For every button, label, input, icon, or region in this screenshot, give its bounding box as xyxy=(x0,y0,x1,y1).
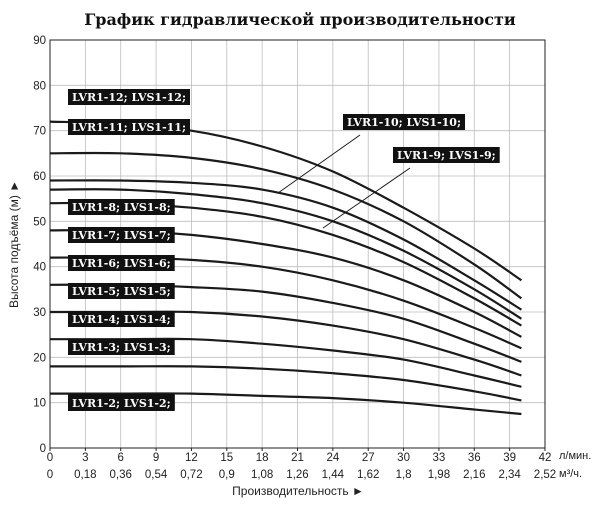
series-label-text-2: LVR1-10; LVS1-10; xyxy=(347,116,461,129)
series-label-box-2 xyxy=(343,114,466,130)
series-label-box-7 xyxy=(68,283,175,299)
x2-tick-label-4: 0,72 xyxy=(180,469,202,481)
x-tick-label-0: 0 xyxy=(47,452,53,464)
chart-title: График гидравлической производительности xyxy=(84,10,516,29)
y-tick-label-8: 80 xyxy=(33,80,46,92)
series-line-2 xyxy=(49,179,522,311)
series-label-box-3 xyxy=(393,147,500,163)
x2-tick-label-3: 0,54 xyxy=(145,469,168,481)
series-line-3 xyxy=(49,188,522,320)
x-axis-unit: л/мин. xyxy=(559,450,591,462)
x2-tick-label-7: 1,26 xyxy=(286,469,308,481)
y-tick-label-4: 40 xyxy=(33,262,46,274)
x2-tick-label-1: 0,18 xyxy=(74,469,96,481)
series-label-0: LVR1-12; LVS1-12; xyxy=(68,89,191,105)
series-label-box-9 xyxy=(68,339,175,355)
series-label-box-4 xyxy=(68,199,175,215)
series-label-box-8 xyxy=(68,311,175,327)
series-label-box-6 xyxy=(68,255,175,271)
series-label-box-0 xyxy=(68,89,191,105)
x2-tick-label-12: 2,16 xyxy=(463,469,485,481)
series-label-box-5 xyxy=(68,227,175,243)
y-tick-label-0: 0 xyxy=(40,443,46,455)
series-label-box-1 xyxy=(68,119,191,135)
series-label-7: LVR1-5; LVS1-5; xyxy=(68,283,175,299)
y-tick-label-7: 70 xyxy=(33,126,46,138)
x2-tick-label-8: 1,44 xyxy=(322,469,345,481)
y-tick-label-5: 50 xyxy=(33,216,46,228)
x-tick-label-2: 6 xyxy=(118,452,124,464)
series-label-text-11: LVR1-2; LVS1-2; xyxy=(72,397,171,410)
series-label-3: LVR1-9; LVS1-9; xyxy=(393,147,500,163)
x-tick-label-9: 27 xyxy=(362,452,375,464)
x-tick-label-4: 12 xyxy=(185,452,198,464)
series-label-text-0: LVR1-12; LVS1-12; xyxy=(72,91,186,104)
x-axis-title: Производительность ► xyxy=(232,484,364,498)
x2-axis-unit: м³/ч. xyxy=(559,468,582,480)
series-label-text-3: LVR1-9; LVS1-9; xyxy=(397,149,496,162)
series-label-box-11 xyxy=(68,395,175,411)
x2-tick-label-13: 2,34 xyxy=(498,469,521,481)
x2-tick-label-0: 0 xyxy=(47,469,53,481)
series-label-text-4: LVR1-8; LVS1-8; xyxy=(72,201,171,214)
x-tick-label-13: 39 xyxy=(503,452,516,464)
series-label-text-6: LVR1-6; LVS1-6; xyxy=(72,257,171,270)
x2-tick-label-9: 1,62 xyxy=(357,469,379,481)
y-tick-label-3: 30 xyxy=(33,307,46,319)
series-label-9: LVR1-3; LVS1-3; xyxy=(68,339,175,355)
series-label-text-9: LVR1-3; LVS1-3; xyxy=(72,341,171,354)
x-tick-label-7: 21 xyxy=(291,452,304,464)
x-tick-label-12: 36 xyxy=(468,452,481,464)
x2-tick-label-2: 0,36 xyxy=(110,469,132,481)
y-tick-label-6: 60 xyxy=(33,171,46,183)
x2-tick-label-6: 1,08 xyxy=(251,469,273,481)
series-line-10 xyxy=(50,365,522,402)
series-labels: LVR1-12; LVS1-12; LVR1-11; LVS1-11; LVR1-8… xyxy=(68,89,500,411)
series-line-1 xyxy=(49,151,523,300)
series-label-8: LVR1-4; LVS1-4; xyxy=(68,311,175,327)
series-leader-2 xyxy=(277,134,361,194)
y-tick-label-1: 10 xyxy=(33,398,46,410)
series-label-5: LVR1-7; LVS1-7; xyxy=(68,227,175,243)
x2-tick-label-14: 2,52 xyxy=(534,469,556,481)
x-tick-label-5: 15 xyxy=(220,452,233,464)
x-tick-label-6: 18 xyxy=(256,452,269,464)
series-label-text-1: LVR1-11; LVS1-11; xyxy=(72,121,186,134)
series-label-1: LVR1-11; LVS1-11; xyxy=(68,119,191,135)
series-label-6: LVR1-6; LVS1-6; xyxy=(68,255,175,271)
y-axis-title: Высота подъёма (м) ► xyxy=(7,180,21,308)
series-leader-3 xyxy=(322,167,411,229)
x-tick-label-1: 3 xyxy=(82,452,88,464)
series-label-4: LVR1-8; LVS1-8; xyxy=(68,199,175,215)
series-line-11 xyxy=(49,392,522,416)
x-tick-label-11: 33 xyxy=(433,452,446,464)
x2-tick-label-10: 1,8 xyxy=(396,469,412,481)
x-tick-label-3: 9 xyxy=(153,452,159,464)
series-label-2: LVR1-10; LVS1-10; xyxy=(343,114,466,130)
series-label-text-7: LVR1-5; LVS1-5; xyxy=(72,285,171,298)
y-tick-label-2: 20 xyxy=(33,352,46,364)
x-tick-label-8: 24 xyxy=(326,452,339,464)
y-tick-label-9: 90 xyxy=(33,35,46,47)
x-tick-label-14: 42 xyxy=(539,452,552,464)
x-tick-label-10: 30 xyxy=(397,452,410,464)
series-label-text-5: LVR1-7; LVS1-7; xyxy=(72,229,171,242)
series-label-text-8: LVR1-4; LVS1-4; xyxy=(72,313,171,326)
x2-tick-label-11: 1,98 xyxy=(428,469,450,481)
series-label-11: LVR1-2; LVS1-2; xyxy=(68,395,175,411)
x2-tick-label-5: 0,9 xyxy=(219,469,235,481)
